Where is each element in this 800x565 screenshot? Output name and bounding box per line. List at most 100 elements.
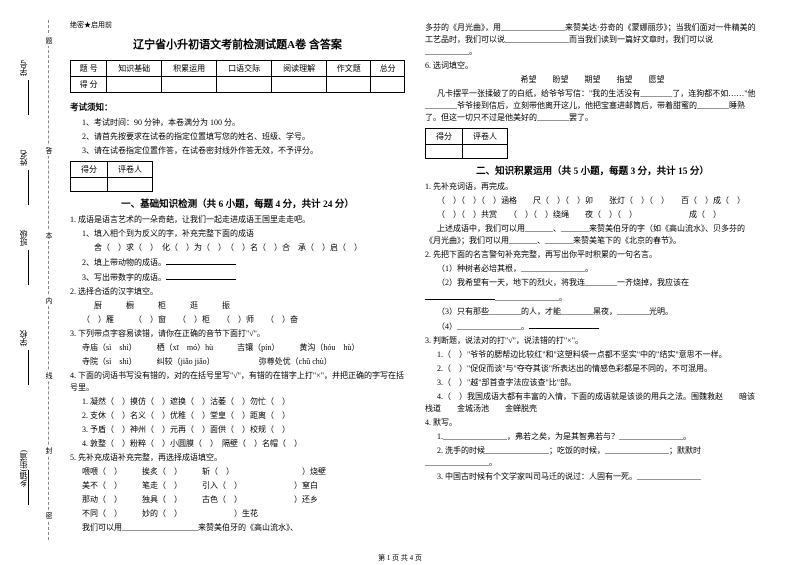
s2q3: 3. 判断题，说法对的打"√"，说法错的打"×"。 xyxy=(425,335,760,347)
seal-line-label: 本 xyxy=(44,230,54,241)
q4c: 3. 予盾（ ）神州（ ）元再（ ）面供（ ）校规（ ） xyxy=(70,424,405,436)
cell xyxy=(71,178,108,192)
r1: 多芬的《月光曲》，用________________来赞美达·芬奇的《蒙娜丽莎》… xyxy=(425,22,760,58)
score-table: 题 号 知识基础 积累运用 口语交际 阅读理解 作文题 总分 得 分 xyxy=(70,60,405,93)
cell xyxy=(426,145,463,159)
notice-heading: 考试须知： xyxy=(70,101,405,113)
row-label: 得 分 xyxy=(71,77,107,93)
q1: 1. 成语是语言艺术的一朵奇葩，让我们一起走进成语王国里走走吧。 xyxy=(70,214,405,226)
q6a: 希望 盼望 期望 指望 愿望 xyxy=(425,74,760,86)
s2q2e: （4）________________。 xyxy=(425,320,760,333)
blank xyxy=(166,256,236,265)
col-h: 知识基础 xyxy=(107,61,162,77)
s2q2b: （2）我希望有一天，地下的烈火，将我连________一齐烧掉，我应该在 xyxy=(425,277,760,289)
cell xyxy=(327,77,371,93)
cell xyxy=(272,77,327,93)
cell xyxy=(162,77,217,93)
dashed-line xyxy=(48,20,49,540)
q6b: 凡卡摆平一张揉破了的白纸，给爷爷写信："我的生活没有________了，连狗都不… xyxy=(425,88,760,124)
s2q3a: 1.（ ）"爷爷的腮帮边比较红"和"这塑料袋一点都不坚实"中的"结实"意思不一样… xyxy=(425,349,760,361)
q4a: 1. 凝然（ ）摸仿（ ）遮换（ ）沽萎（ ）勿忙（ ） xyxy=(70,396,405,408)
side-field-label: 班级 xyxy=(18,230,29,246)
blank xyxy=(166,271,236,280)
side-field-line xyxy=(28,80,29,115)
seal-line-label: 内 xyxy=(44,295,54,306)
q1a: 1、填入相个到为反义的字，补充完整下面的成语 xyxy=(70,228,405,240)
s2q1b: （ ）（ ）共赏 （ ）（ ）绕绳 夜（ ）（ ） 成（ ） xyxy=(425,209,760,221)
cell xyxy=(217,77,272,93)
s2q3c: 3.（ ）"越"部首查字法应该查"比"部。 xyxy=(425,377,760,389)
blank xyxy=(425,291,495,300)
q5d: 不同（ ） 妙的（ ） ）生花 xyxy=(70,508,405,520)
exam-title: 辽宁省小升初语文考前检测试题A卷 含答案 xyxy=(70,36,405,52)
side-field-line xyxy=(28,350,29,385)
side-field-label: 姓名 xyxy=(18,150,29,166)
left-column: 绝密★启用前 辽宁省小升初语文考前检测试题A卷 含答案 题 号 知识基础 积累运… xyxy=(60,20,415,535)
side-field-label: 学号 xyxy=(18,60,29,76)
cell xyxy=(108,178,153,192)
notice-item: 1、考试时间：90 分钟，本卷满分为 100 分。 xyxy=(70,117,405,129)
txt: （4）________________。 xyxy=(437,322,529,331)
seal-line-label: 密 xyxy=(44,510,54,521)
notice-item: 3、请在试卷指定位置作答，在试卷密封线外作答无效，不予评分。 xyxy=(70,145,405,157)
q2: 2. 选择合适的汉字填空。 xyxy=(70,286,405,298)
s2q4c: 3. 中国古时候有个文学家叫司马迁的说过：人固有一死。_____________… xyxy=(425,471,760,483)
q5a: 喂喂（ ） 挨炙（ ） 斩（ ） ）烧壁 xyxy=(70,466,405,478)
s2q2a: （1）种树者必培其根，________________。 xyxy=(425,263,760,275)
confidential-label: 绝密★启用前 xyxy=(70,20,405,30)
grader-box-2: 得分评卷人 xyxy=(425,128,508,159)
sb-b: 评卷人 xyxy=(463,129,508,145)
q1c: 3、写出带数字的成语。 xyxy=(70,271,405,284)
section1-heading: 一、基础知识检测（共 6 小题，每题 4 分，共计 24 分） xyxy=(70,196,405,210)
side-field-line xyxy=(28,250,29,285)
q6: 6. 选词填空。 xyxy=(425,60,760,72)
sb-b: 评卷人 xyxy=(108,162,153,178)
side-field-label: 学校 xyxy=(18,330,29,346)
seal-line-label: 答 xyxy=(44,145,54,156)
col-h: 总分 xyxy=(371,61,405,77)
cell xyxy=(371,77,405,93)
seal-line-label: 题 xyxy=(44,35,54,46)
s2q3d: 4.（ ）我国成语大都有丰富的入情，下面的成语就是该谈的用兵之法。围魏救赵 暗该… xyxy=(425,391,760,415)
col-h: 阅读理解 xyxy=(272,61,327,77)
q3b: 寺院（sì shì） 纠较（jiǎo jiǎo） 弥尊处优（chǔ chù） xyxy=(70,356,405,368)
s2q4: 4. 默写。 xyxy=(425,417,760,429)
s2q4a: 1.________________，弗若之矣，为是其智弗若与？________… xyxy=(425,431,760,443)
seal-line-label: 线 xyxy=(44,370,54,381)
binding-margin: 学号姓名班级学校乡镇(街道)题答本内线封密 xyxy=(0,0,60,560)
section2-heading: 二、知识积累运用（共 5 小题，每题 3 分，共计 15 分） xyxy=(425,163,760,177)
cell xyxy=(463,145,508,159)
grader-box: 得分评卷人 xyxy=(70,161,153,192)
q5b: 美不（ ） 笔走（ ） 引入（ ） ）窒白 xyxy=(70,480,405,492)
s2q3b: 2.（ ）"促促而谈"与"夺夺其谈"所表达出的情感色彩都是不同的，不可混用。 xyxy=(425,363,760,375)
q5: 5. 先补充成语补充完整，再选择成语填空。 xyxy=(70,452,405,464)
txt: 3、写出带数字的成语。 xyxy=(82,273,166,282)
q2-line: （ ）雁 （ ）窗 （ ）柜 （ ）师 （ ）奋 xyxy=(70,314,405,326)
q3a: 寺庙（sì shì） 栖（xī mó）hù 吉镶（pín） 黄沟（hóu hù） xyxy=(70,342,405,354)
q3: 3. 下列带点字容易读错，请你在正确的音节下面打"√"。 xyxy=(70,328,405,340)
txt: 我们可以用___________________来赞美伯牙的《高山流水》、 xyxy=(82,523,298,532)
s2q2: 2. 先把下面的名言警句补充完整，再写出你平时积累的一句名言。 xyxy=(425,249,760,261)
q1a-line: 舍（ ）求（ ） 化（ ）为（ ） （ ）名（ ）合 承（ ）启（ ） xyxy=(70,242,405,254)
q5e: 我们可以用___________________来赞美伯牙的《高山流水》、 xyxy=(70,522,405,534)
col-h: 口语交际 xyxy=(217,61,272,77)
txt: 2、填上带动物的成语。 xyxy=(82,258,166,267)
col-h: 积累运用 xyxy=(162,61,217,77)
q4: 4. 下面的词语书写没有错的，对的在括号里写"√"，有错的在错字上打"×"，并把… xyxy=(70,370,405,394)
q4d: 4. 敦整（ ）粉粹（ ）小圆膜（ ） 隔壁（ ）名帽（ ） xyxy=(70,438,405,450)
col-h: 题 号 xyxy=(71,61,107,77)
s2q1: 1. 先补充词语，再完成。 xyxy=(425,181,760,193)
s2q1a: （ ）（ ）（ ）涵格 尺（ ）（ ）卯 张灯（ ）（ ） 百（ ）成（ ） xyxy=(425,195,760,207)
page-footer: 第 1 页 共 4 页 xyxy=(0,553,800,563)
sb-a: 得分 xyxy=(71,162,108,178)
side-field-line xyxy=(28,470,29,505)
q4b: 2. 支休（ ）名义（ ）优稚（ ）堂皇（ ）距离（ ） xyxy=(70,410,405,422)
q1b: 2、填上带动物的成语。 xyxy=(70,256,405,269)
seal-line-label: 封 xyxy=(44,445,54,456)
sb-a: 得分 xyxy=(426,129,463,145)
score-value-row: 得 分 xyxy=(71,77,405,93)
notice-item: 2、请首先按要求在试卷的指定位置填写您的姓名、班级、学号。 xyxy=(70,131,405,143)
q5c: 那动（ ） 独具（ ） 古色（ ） ）还乡 xyxy=(70,494,405,506)
s2q4b: 2. 洗手的时候________________；吃饭的时候，_________… xyxy=(425,445,760,469)
s2q2d: （3）只有那些________的人，才能________黑夜，________光… xyxy=(425,306,760,318)
